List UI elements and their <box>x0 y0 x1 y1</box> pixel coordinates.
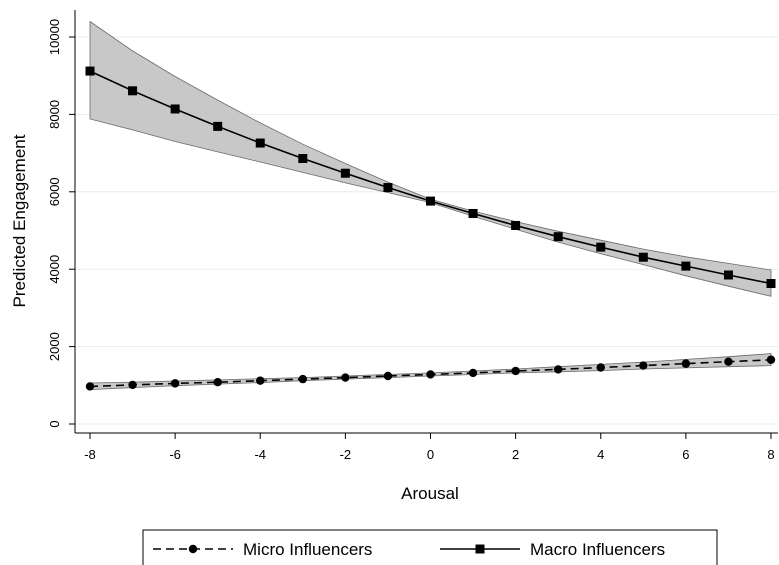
axis-ticks: 0 2000 4000 6000 8000 10000 -8 -6 -4 -2 0 2 4 6 8 <box>47 19 775 462</box>
legend-marker-micro-influencers <box>188 544 198 554</box>
micro-influencers-point <box>511 366 520 376</box>
x-tick-label: -2 <box>340 447 352 462</box>
x-tick-label: -6 <box>169 447 181 462</box>
x-tick-label: -4 <box>254 447 266 462</box>
micro-influencers-point <box>341 373 350 382</box>
legend-marker-macro-influencers <box>475 544 485 554</box>
macro-influencers-point <box>85 66 95 76</box>
legend-box <box>142 529 718 565</box>
x-tick-label: 2 <box>512 447 519 462</box>
x-axis-title: Arousal <box>401 484 459 503</box>
micro-influencers-point <box>724 357 733 366</box>
legend-label-micro-influencers: Micro Influencers <box>243 540 372 559</box>
micro-influencers-point <box>128 380 137 390</box>
y-tick-label: 4000 <box>47 255 62 284</box>
micro-influencers-point <box>553 365 563 374</box>
legend-label-macro-influencers: Macro Influencers <box>530 540 665 559</box>
x-tick-label: 8 <box>767 447 774 462</box>
y-tick-label: 8000 <box>47 100 62 129</box>
micro-influencers-series <box>85 355 776 391</box>
micro-influencers-point <box>383 371 393 381</box>
macro-influencers-point <box>468 208 478 218</box>
macro-influencers-point <box>638 252 648 262</box>
macro-influencers-point <box>213 121 223 131</box>
micro-influencers-point <box>596 363 605 372</box>
macro-influencers-point <box>723 270 733 280</box>
macro-influencers-point <box>383 183 393 193</box>
y-tick-label: 2000 <box>47 332 62 361</box>
macro-influencers-point <box>298 154 308 164</box>
macro-influencers-point <box>255 138 265 148</box>
micro-influencers-point <box>426 370 435 379</box>
y-tick-label: 10000 <box>47 19 62 55</box>
legend-item-micro-influencers: Micro Influencers <box>153 540 372 559</box>
micro-influencers-point <box>298 374 308 384</box>
micro-influencers-point <box>468 368 478 378</box>
micro-influencers-point <box>681 359 691 368</box>
micro-influencers-point <box>213 378 222 387</box>
macro-influencers-point <box>766 279 776 289</box>
macro-influencers-series <box>85 66 776 289</box>
micro-influencers-point <box>639 361 648 370</box>
macro-influencers-point <box>426 196 435 206</box>
x-tick-label: 0 <box>427 447 434 462</box>
macro-influencers-point <box>128 86 138 96</box>
x-tick-label: 6 <box>682 447 689 462</box>
macro-influencers-ci-band <box>89 20 772 297</box>
micro-influencers-point <box>170 379 180 388</box>
macro-influencers-point <box>553 232 563 242</box>
micro-influencers-point <box>766 355 776 364</box>
legend-item-macro-influencers: Macro Influencers <box>440 540 665 559</box>
macro-influencers-point <box>170 104 180 114</box>
macro-influencers-point <box>681 261 691 271</box>
x-tick-label: 4 <box>597 447 604 462</box>
y-tick-label: 6000 <box>47 177 62 206</box>
y-axis-title: Predicted Engagement <box>10 134 29 307</box>
macro-influencers-point <box>340 168 350 178</box>
macro-influencers-point <box>511 220 521 230</box>
y-tick-label: 0 <box>47 420 62 427</box>
micro-influencers-point <box>85 382 95 391</box>
series-layer <box>85 66 776 391</box>
micro-influencers-point <box>256 376 265 385</box>
x-tick-label: -8 <box>84 447 96 462</box>
legend: Micro Influencers Macro Influencers <box>142 529 718 565</box>
macro-influencers-point <box>596 242 606 252</box>
